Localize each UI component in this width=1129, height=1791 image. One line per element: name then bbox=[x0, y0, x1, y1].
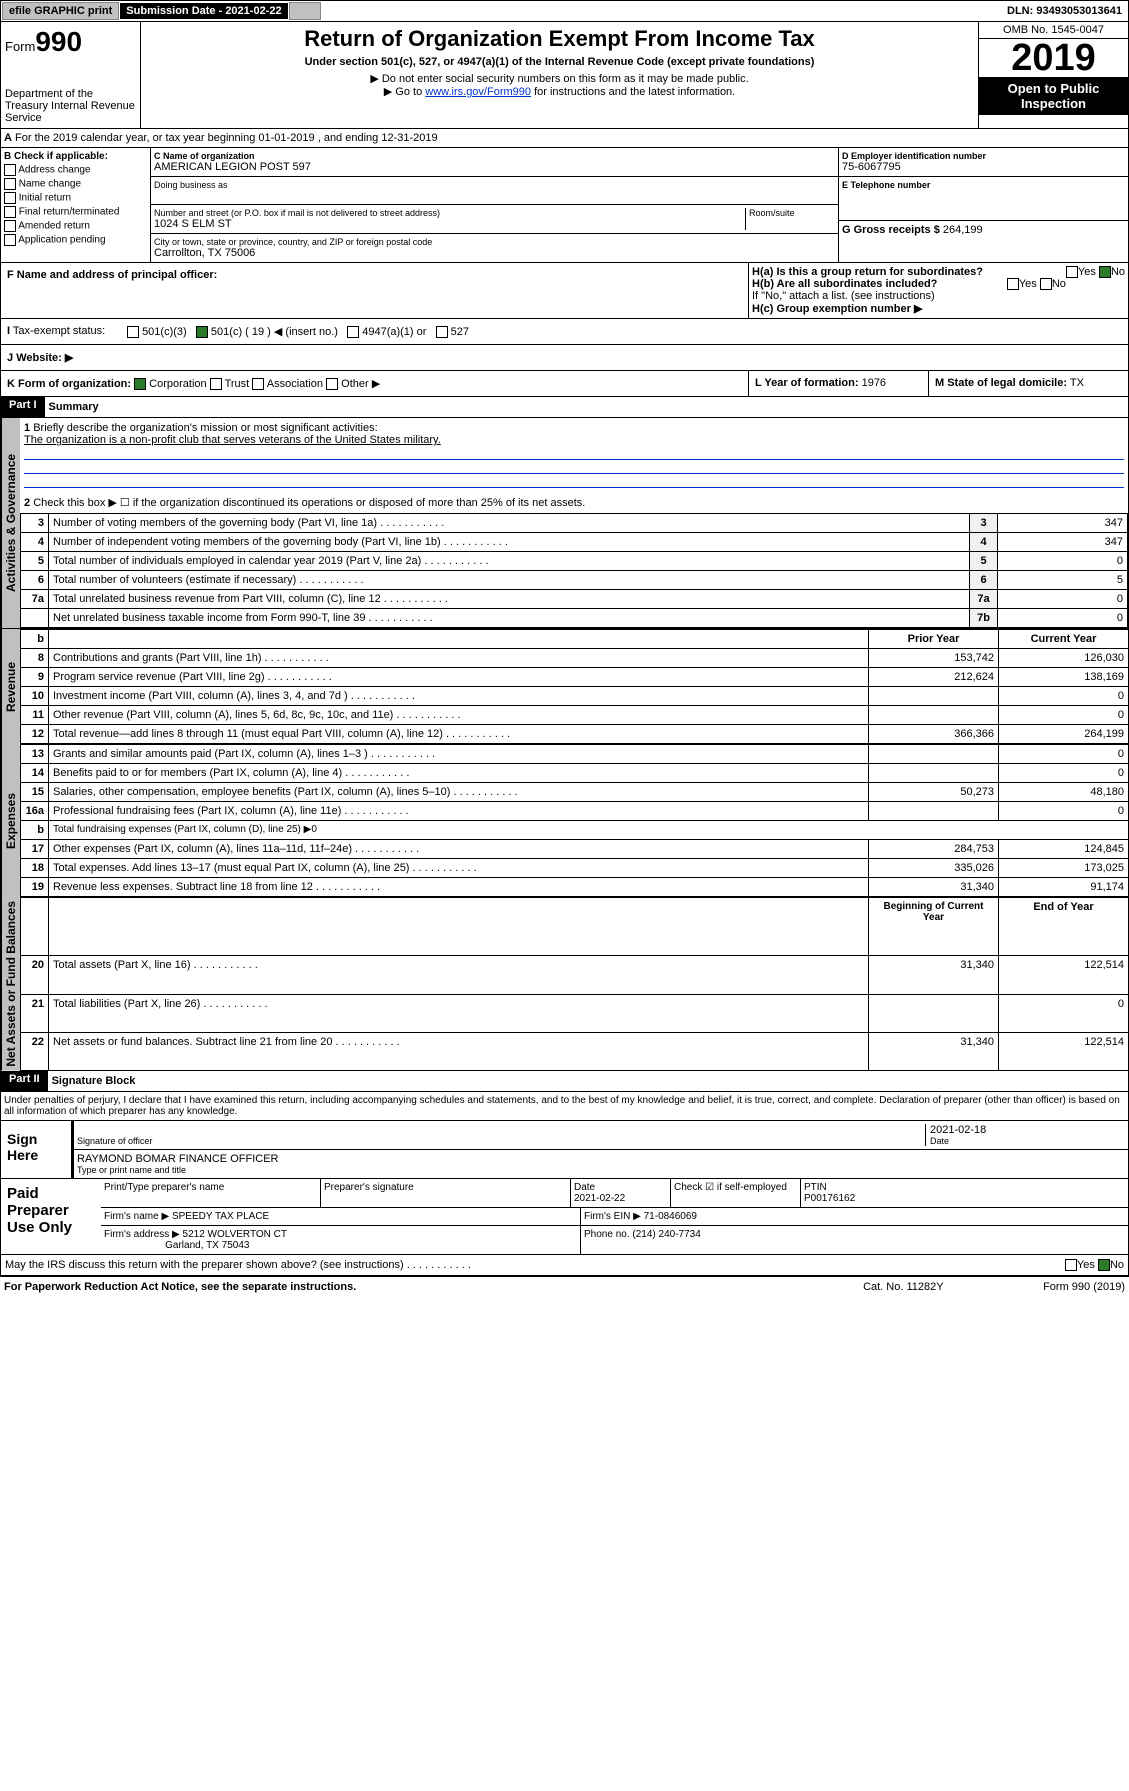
line-a: A For the 2019 calendar year, or tax yea… bbox=[0, 129, 1129, 148]
form-subtitle: Under section 501(c), 527, or 4947(a)(1)… bbox=[145, 56, 974, 68]
paid-preparer-block: Paid Preparer Use Only Print/Type prepar… bbox=[0, 1179, 1129, 1255]
section-k-l-m: K Form of organization: Corporation Trus… bbox=[0, 371, 1129, 397]
section-b-thru-g: B Check if applicable: Address change Na… bbox=[0, 148, 1129, 263]
room-suite-label: Room/suite bbox=[745, 208, 835, 230]
ptin-value: P00176162 bbox=[804, 1193, 855, 1204]
sign-here-block: Sign Here Signature of officer 2021-02-1… bbox=[0, 1121, 1129, 1179]
expenses-section: Expenses 13Grants and similar amounts pa… bbox=[0, 744, 1129, 897]
h-b-note: If "No," attach a list. (see instruction… bbox=[752, 290, 1125, 302]
vtab-netassets: Net Assets or Fund Balances bbox=[1, 897, 20, 1071]
chk-trust[interactable] bbox=[210, 378, 222, 390]
open-to-public: Open to Public Inspection bbox=[979, 77, 1128, 115]
dba-label: Doing business as bbox=[154, 180, 835, 190]
firm-addr2: Garland, TX 75043 bbox=[165, 1240, 249, 1251]
dln: DLN: 93493053013641 bbox=[1001, 3, 1128, 19]
org-name: AMERICAN LEGION POST 597 bbox=[154, 161, 835, 173]
chk-name-change[interactable]: Name change bbox=[4, 178, 147, 190]
chk-initial-return[interactable]: Initial return bbox=[4, 192, 147, 204]
gross-receipts: 264,199 bbox=[943, 224, 983, 236]
chk-assoc[interactable] bbox=[252, 378, 264, 390]
vtab-activities: Activities & Governance bbox=[1, 418, 20, 628]
firm-ein: 71-0846069 bbox=[644, 1211, 697, 1222]
officer-name: RAYMOND BOMAR FINANCE OFFICER bbox=[77, 1153, 278, 1165]
goto-note: ▶ Go to www.irs.gov/Form990 for instruct… bbox=[145, 85, 974, 98]
form-ref: Form 990 (2019) bbox=[1043, 1281, 1125, 1293]
ein-value: 75-6067795 bbox=[842, 161, 1125, 173]
firm-addr1: 5212 WOLVERTON CT bbox=[183, 1229, 287, 1240]
officer-label: F Name and address of principal officer: bbox=[7, 269, 217, 281]
section-j-website: J Website: ▶ bbox=[0, 345, 1129, 371]
chk-corp[interactable] bbox=[134, 378, 146, 390]
chk-amended[interactable]: Amended return bbox=[4, 220, 147, 232]
chk-501c3[interactable] bbox=[127, 326, 139, 338]
pra-notice: For Paperwork Reduction Act Notice, see … bbox=[4, 1281, 863, 1293]
phone-label: E Telephone number bbox=[842, 180, 1125, 190]
tax-year: 2019 bbox=[979, 39, 1128, 77]
form-title: Return of Organization Exempt From Incom… bbox=[145, 26, 974, 52]
lines-3-7-table: 3Number of voting members of the governi… bbox=[20, 513, 1128, 628]
h-c: H(c) Group exemption number ▶ bbox=[752, 302, 1125, 315]
efile-button[interactable]: efile GRAPHIC print bbox=[2, 2, 119, 20]
netassets-section: Net Assets or Fund Balances Beginning of… bbox=[0, 897, 1129, 1071]
chk-527[interactable] bbox=[436, 326, 448, 338]
chk-address-change[interactable]: Address change bbox=[4, 164, 147, 176]
h-b: H(b) Are all subordinates included? Yes … bbox=[752, 278, 1125, 290]
firm-name: SPEEDY TAX PLACE bbox=[172, 1211, 269, 1222]
part1-body: Activities & Governance 1 Briefly descri… bbox=[0, 418, 1129, 629]
preparer-name-hdr: Print/Type preparer's name bbox=[101, 1179, 321, 1207]
part2-header: Part II Signature Block bbox=[0, 1071, 1129, 1092]
expenses-table: 13Grants and similar amounts paid (Part … bbox=[20, 744, 1129, 897]
top-toolbar: efile GRAPHIC print Submission Date - 20… bbox=[0, 0, 1129, 22]
mission-text: The organization is a non-profit club th… bbox=[24, 434, 441, 446]
vtab-expenses: Expenses bbox=[1, 744, 20, 897]
discuss-row: May the IRS discuss this return with the… bbox=[0, 1255, 1129, 1276]
section-i-tax-status: I Tax-exempt status: 501(c)(3) 501(c) ( … bbox=[0, 319, 1129, 345]
footer: For Paperwork Reduction Act Notice, see … bbox=[0, 1276, 1129, 1297]
blank-button[interactable] bbox=[289, 2, 321, 20]
irs-link[interactable]: www.irs.gov/Form990 bbox=[425, 86, 531, 98]
line1-label: Briefly describe the organization's miss… bbox=[33, 422, 377, 434]
preparer-date: 2021-02-22 bbox=[574, 1193, 625, 1204]
vtab-revenue: Revenue bbox=[1, 629, 20, 744]
cat-no: Cat. No. 11282Y bbox=[863, 1281, 1043, 1293]
revenue-section: Revenue bPrior YearCurrent Year8Contribu… bbox=[0, 629, 1129, 744]
city-label: City or town, state or province, country… bbox=[154, 237, 835, 247]
addr-label: Number and street (or P.O. box if mail i… bbox=[154, 208, 745, 218]
sig-date: 2021-02-18 bbox=[930, 1124, 1125, 1136]
section-f-h: F Name and address of principal officer:… bbox=[0, 263, 1129, 319]
gross-receipts-label: G Gross receipts $ bbox=[842, 224, 940, 236]
form-header: Form990 Department of the Treasury Inter… bbox=[0, 22, 1129, 129]
submission-date: Submission Date - 2021-02-22 bbox=[120, 3, 287, 19]
chk-discuss-yes[interactable] bbox=[1065, 1259, 1077, 1271]
form-number: Form990 bbox=[5, 26, 136, 58]
year-formation: 1976 bbox=[862, 377, 886, 389]
chk-other[interactable] bbox=[326, 378, 338, 390]
line2-text: Check this box ▶ ☐ if the organization d… bbox=[33, 497, 585, 509]
state-domicile: TX bbox=[1070, 377, 1084, 389]
part1-header: Part I Summary bbox=[0, 397, 1129, 418]
chk-final-return[interactable]: Final return/terminated bbox=[4, 206, 147, 218]
dept-treasury: Department of the Treasury Internal Reve… bbox=[5, 88, 136, 124]
street-address: 1024 S ELM ST bbox=[154, 218, 745, 230]
netassets-table: Beginning of Current YearEnd of Year20To… bbox=[20, 897, 1129, 1071]
preparer-sig-hdr: Preparer's signature bbox=[321, 1179, 571, 1207]
ssn-note: ▶ Do not enter social security numbers o… bbox=[145, 72, 974, 85]
chk-4947[interactable] bbox=[347, 326, 359, 338]
chk-application-pending[interactable]: Application pending bbox=[4, 234, 147, 246]
firm-phone: (214) 240-7734 bbox=[632, 1229, 700, 1240]
h-a: H(a) Is this a group return for subordin… bbox=[752, 266, 1125, 278]
self-employed-check[interactable]: Check ☑ if self-employed bbox=[671, 1179, 801, 1207]
sig-officer-label: Signature of officer bbox=[77, 1136, 925, 1146]
city-state-zip: Carrollton, TX 75006 bbox=[154, 247, 835, 259]
perjury-text: Under penalties of perjury, I declare th… bbox=[0, 1092, 1129, 1121]
ein-label: D Employer identification number bbox=[842, 151, 986, 161]
revenue-table: bPrior YearCurrent Year8Contributions an… bbox=[20, 629, 1129, 744]
org-name-label: C Name of organization bbox=[154, 151, 835, 161]
chk-501c[interactable] bbox=[196, 326, 208, 338]
col-b-checkboxes: B Check if applicable: Address change Na… bbox=[1, 148, 151, 262]
chk-discuss-no[interactable] bbox=[1098, 1259, 1110, 1271]
